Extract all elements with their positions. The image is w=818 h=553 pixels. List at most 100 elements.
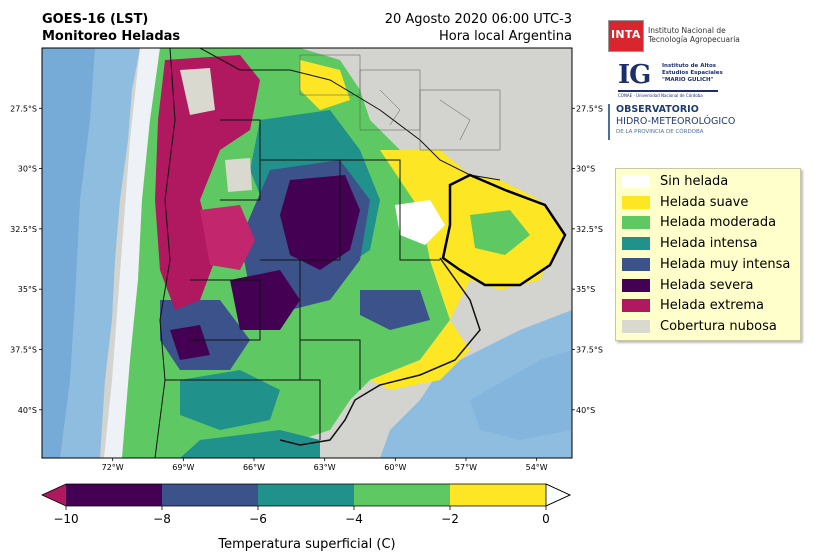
colorbar-segment xyxy=(354,484,451,506)
frost-legend: Sin helada Helada suave Helada moderada Hel… xyxy=(615,168,801,341)
province-border-7 xyxy=(340,159,440,261)
cloud-patch-north xyxy=(350,60,470,150)
legend-label: Helada severa xyxy=(660,277,754,293)
legend-label: Helada suave xyxy=(660,194,749,210)
lat-tick-label-left: 32.5°S xyxy=(10,225,37,234)
frost-extrema-patch xyxy=(200,205,255,270)
colorbar-tick-label: 0 xyxy=(542,512,550,526)
observatorio-logo: OBSERVATORIO HIDRO-METEOROLÓGICO DE LA P… xyxy=(608,102,808,144)
colorbar-segment xyxy=(258,484,355,506)
frost-severa-south xyxy=(230,270,300,330)
frost-suave-north xyxy=(300,60,350,110)
legend-label: Helada extrema xyxy=(660,298,764,314)
colorbar-label: Temperatura superficial (C) xyxy=(217,537,395,552)
atlantic-coastline xyxy=(279,257,481,446)
lat-tick-label-right: 32.5°S xyxy=(576,225,603,234)
cloud-patch-1 xyxy=(180,68,215,115)
lon-tick-label: 54°W xyxy=(526,463,548,472)
ig-logo: IG Instituto de Altos Estudios Espaciale… xyxy=(618,60,808,98)
legend-swatch xyxy=(622,278,650,292)
legend-swatch xyxy=(622,257,650,271)
colorbar-ticks: −10 −8 −6 −4 −2 0 xyxy=(53,506,550,526)
map-datetime: 20 Agosto 2020 06:00 UTC-3 Hora local Ar… xyxy=(385,11,572,45)
frost-muy-intensa-east xyxy=(360,290,430,330)
map-border xyxy=(41,47,573,459)
pacific-cloud-dense xyxy=(42,48,95,458)
legend-swatch xyxy=(622,319,650,333)
date-line: 20 Agosto 2020 06:00 UTC-3 xyxy=(384,12,572,27)
uruguay-moderada xyxy=(470,210,530,255)
lat-tick-label-right: 27.5°S xyxy=(576,104,603,113)
legend-swatch xyxy=(622,175,650,188)
legend-label: Helada muy intensa xyxy=(660,256,791,272)
title-line-1: GOES-16 (LST) xyxy=(42,12,149,27)
lat-tick-label-right: 40°S xyxy=(576,406,595,415)
colorbar-tick-label: −2 xyxy=(441,512,459,526)
timezone-line: Hora local Argentina xyxy=(438,29,572,44)
colorbar-tick-label: −4 xyxy=(345,512,363,526)
lat-tick-label-left: 30°S xyxy=(18,165,37,174)
province-border-6 xyxy=(165,379,321,440)
ig-subtitle: CONAE · Universidad Nacional de Córdoba xyxy=(618,93,703,98)
legend-label: Helada intensa xyxy=(660,236,758,252)
map-title: GOES-16 (LST) Monitoreo Heladas xyxy=(42,11,180,45)
legend-swatch xyxy=(622,299,650,313)
province-border-5 xyxy=(300,339,361,390)
andes-strip xyxy=(104,48,160,458)
atlantic-cloud-dense xyxy=(470,350,572,440)
latitude-axis: 27.5°S 27.5°S 30°S 30°S 32.5°S 32.5°S 35°S 35°S… xyxy=(10,104,603,414)
obs-line-3: DE LA PROVINCIA DE CÓRDOBA xyxy=(616,129,704,135)
inta-mark: INTA xyxy=(608,20,644,52)
lat-tick-label-left: 27.5°S xyxy=(10,104,37,113)
colorbar-segment xyxy=(66,484,163,506)
lat-tick-label-right: 30°S xyxy=(576,165,595,174)
ig-underline xyxy=(618,90,718,92)
province-border-3 xyxy=(190,279,261,341)
uruguay-border xyxy=(441,173,567,287)
colorbar-tick-label: −10 xyxy=(53,512,78,526)
ig-name: Instituto de Altos Estudios Espaciales "… xyxy=(662,63,723,83)
legend-label: Cobertura nubosa xyxy=(660,318,777,334)
inta-logo: INTA Instituto Nacional de Tecnología Ag… xyxy=(608,20,808,56)
obs-line-1: OBSERVATORIO xyxy=(616,104,699,115)
lat-tick-label-right: 37.5°S xyxy=(576,345,603,354)
lon-tick-label: 72°W xyxy=(102,463,124,472)
patagonia-intensa xyxy=(180,430,320,458)
political-borders xyxy=(154,48,501,458)
lat-tick-label-left: 40°S xyxy=(18,406,37,415)
colorbar-under-arrow xyxy=(42,484,66,506)
lon-tick-label: 63°W xyxy=(314,463,336,472)
colorbar: −10 −8 −6 −4 −2 0 Temperatura superficial (C) xyxy=(41,483,571,552)
lon-tick-label: 66°W xyxy=(243,463,265,472)
colorbar-segment xyxy=(450,484,547,506)
colorbar-tick-label: −6 xyxy=(249,512,267,526)
ig-mark: IG xyxy=(618,60,651,90)
lat-tick-label-right: 35°S xyxy=(576,285,595,294)
frost-extrema-zone xyxy=(155,55,260,310)
legend-label: Sin helada xyxy=(660,174,729,189)
lon-tick-label: 60°W xyxy=(384,463,406,472)
lat-tick-label-left: 37.5°S xyxy=(10,345,37,354)
colorbar-tick-label: −8 xyxy=(153,512,171,526)
legend-swatch xyxy=(622,216,650,230)
legend-swatch xyxy=(622,195,650,209)
longitude-axis: 72°W 69°W 66°W 63°W 60°W 57°W 54°W xyxy=(102,458,548,472)
inta-name: Instituto Nacional de Tecnología Agropec… xyxy=(648,26,740,44)
legend-label: Helada moderada xyxy=(660,215,777,231)
bolivia-paraguay-border xyxy=(199,48,421,141)
lat-tick-label-left: 35°S xyxy=(18,285,37,294)
frost-severa-west xyxy=(170,325,210,360)
frost-intensa-south xyxy=(180,370,280,430)
colorbar-segment xyxy=(162,484,259,506)
colorbar-over-arrow xyxy=(545,483,571,507)
neighbour-subdivisions xyxy=(299,54,501,151)
lon-tick-label: 69°W xyxy=(172,463,194,472)
map-frame xyxy=(42,48,572,458)
obs-line-2: HIDRO-METEOROLÓGICO xyxy=(616,116,736,127)
lon-tick-label: 57°W xyxy=(455,463,477,472)
colorbar-segments xyxy=(66,484,547,506)
no-frost-patch-1 xyxy=(395,200,445,245)
title-line-2: Monitoreo Heladas xyxy=(42,29,181,44)
legend-swatch xyxy=(622,237,650,251)
